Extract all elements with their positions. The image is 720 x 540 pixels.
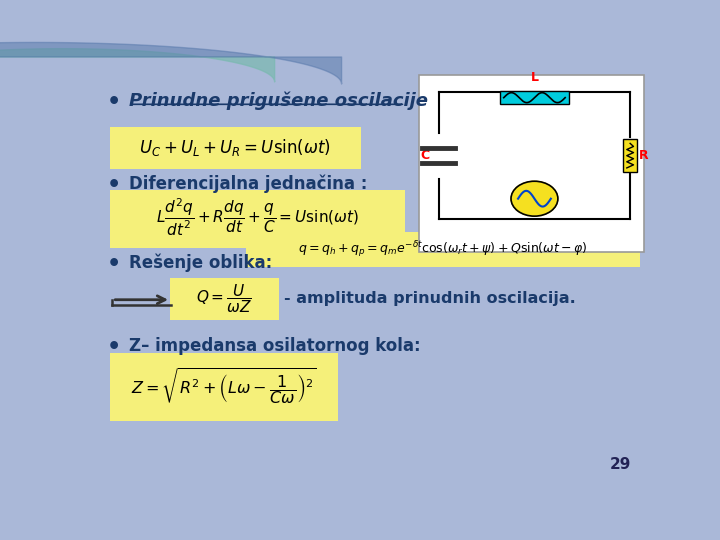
FancyBboxPatch shape: [109, 127, 361, 168]
Text: R: R: [639, 149, 649, 162]
Text: $U_C + U_L + U_R = U\sin(\omega t)$: $U_C + U_L + U_R = U\sin(\omega t)$: [139, 138, 331, 158]
Text: Prinudne prigušene oscilacije: Prinudne prigušene oscilacije: [129, 92, 428, 110]
Text: •: •: [107, 337, 121, 357]
Text: Z– impedansa osilatornog kola:: Z– impedansa osilatornog kola:: [129, 337, 420, 355]
FancyBboxPatch shape: [246, 232, 639, 267]
Text: $L\dfrac{d^2q}{dt^2} + R\dfrac{dq}{dt} + \dfrac{q}{C} = U\sin(\omega t)$: $L\dfrac{d^2q}{dt^2} + R\dfrac{dq}{dt} +…: [156, 197, 359, 238]
FancyBboxPatch shape: [500, 91, 569, 104]
FancyBboxPatch shape: [109, 353, 338, 421]
Text: $q = q_h + q_p = q_m e^{-\delta t}\cos(\omega_r t + \psi) + Q\sin(\omega t - \va: $q = q_h + q_p = q_m e^{-\delta t}\cos(\…: [298, 239, 588, 260]
Text: •: •: [107, 175, 121, 195]
FancyBboxPatch shape: [623, 139, 637, 172]
Text: L: L: [531, 71, 539, 84]
Text: $Q = \dfrac{U}{\omega Z}$: $Q = \dfrac{U}{\omega Z}$: [196, 282, 252, 315]
FancyBboxPatch shape: [419, 75, 644, 252]
Text: - amplituda prinudnih oscilacija.: - amplituda prinudnih oscilacija.: [284, 292, 576, 306]
Text: Diferencijalna jednačina :: Diferencijalna jednačina :: [129, 175, 367, 193]
Text: C: C: [420, 149, 429, 162]
Text: •: •: [107, 254, 121, 274]
FancyBboxPatch shape: [109, 190, 405, 248]
FancyBboxPatch shape: [170, 278, 279, 320]
Circle shape: [511, 181, 558, 216]
Text: •: •: [107, 92, 121, 112]
Text: 29: 29: [610, 457, 631, 472]
Text: Rešenje oblika:: Rešenje oblika:: [129, 254, 272, 273]
Text: $Z = \sqrt{R^2 + \left(L\omega - \dfrac{1}{C\omega}\right)^2}$: $Z = \sqrt{R^2 + \left(L\omega - \dfrac{…: [131, 367, 317, 407]
